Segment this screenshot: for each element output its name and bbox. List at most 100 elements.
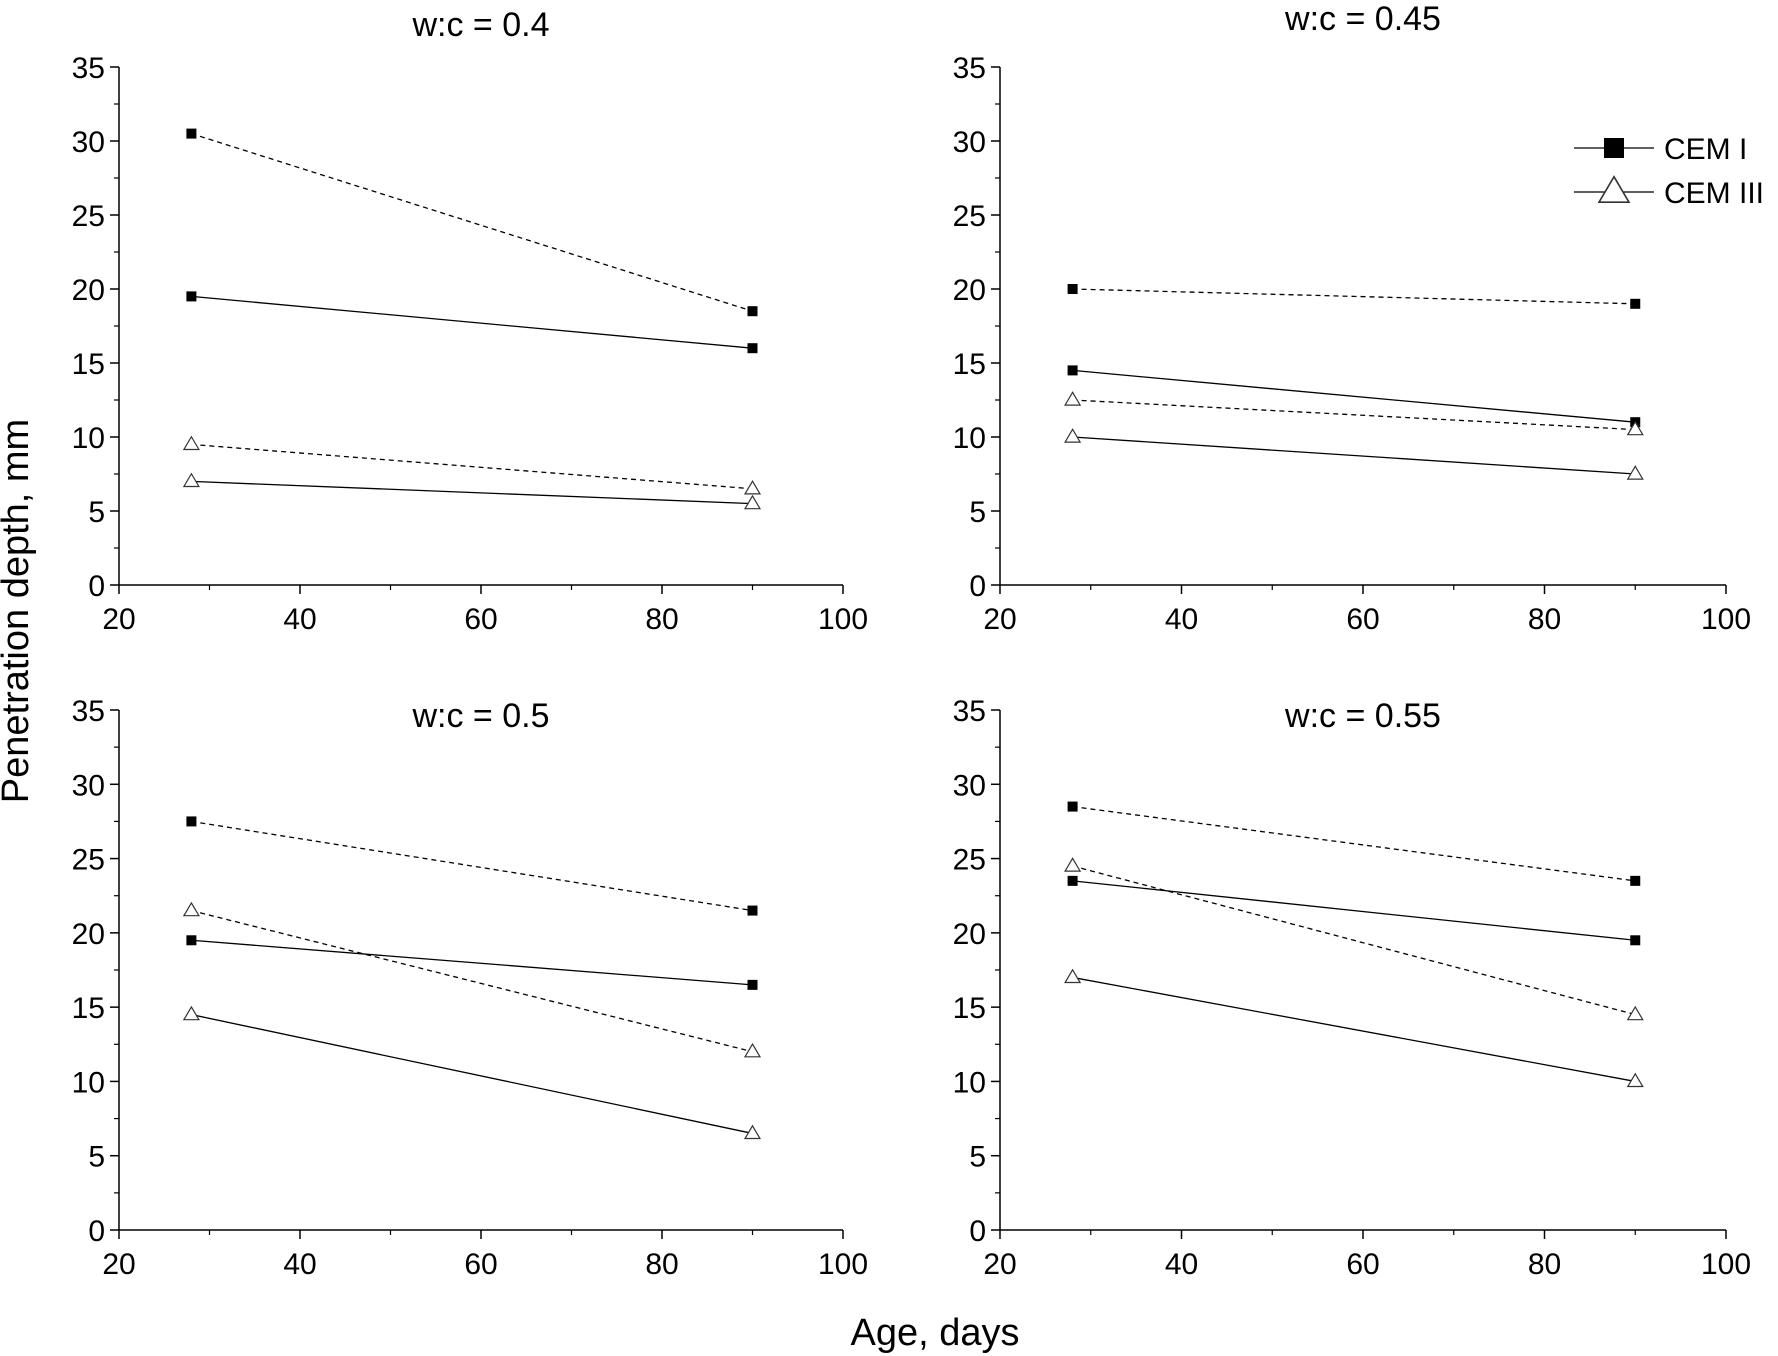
series-line bbox=[1072, 805, 1636, 882]
series-line bbox=[1072, 288, 1636, 305]
square-marker bbox=[1067, 875, 1078, 886]
panel-1: 0 5 10 15 20 25 30 35 20 40 60 80 100 w:c = 0.4 bbox=[72, 6, 868, 636]
y-tick-label: 25 bbox=[72, 200, 105, 233]
y-tick-label: 15 bbox=[953, 348, 986, 381]
y-tick-label: 15 bbox=[953, 992, 986, 1025]
y-tick-label: 35 bbox=[72, 695, 105, 728]
y-tick-label: 30 bbox=[953, 769, 986, 802]
y-tick-label: 25 bbox=[953, 844, 986, 877]
series-line bbox=[191, 909, 753, 1053]
series-line bbox=[1072, 399, 1636, 431]
square-marker bbox=[186, 128, 197, 139]
series-line bbox=[191, 295, 753, 349]
square-marker bbox=[186, 935, 197, 946]
legend-item-cem-iii: CEM III bbox=[1574, 175, 1764, 210]
legend: CEM I CEM III bbox=[1574, 133, 1764, 210]
y-tick-label: 20 bbox=[72, 274, 105, 307]
series-line bbox=[1072, 369, 1636, 423]
square-marker bbox=[1630, 935, 1641, 946]
triangle-marker bbox=[743, 1124, 762, 1140]
square-marker bbox=[186, 816, 197, 827]
x-tick-label: 100 bbox=[1701, 1248, 1751, 1281]
x-tick-label: 100 bbox=[818, 1248, 868, 1281]
y-tick-label: 15 bbox=[72, 992, 105, 1025]
x-tick-label: 80 bbox=[645, 603, 678, 636]
panel-title: w:c = 0.5 bbox=[411, 697, 549, 735]
x-tick-label: 60 bbox=[1346, 1248, 1379, 1281]
panel-title: w:c = 0.45 bbox=[1284, 0, 1441, 38]
square-marker bbox=[186, 291, 197, 302]
x-tick-label: 20 bbox=[983, 1248, 1016, 1281]
x-tick-label: 20 bbox=[983, 603, 1016, 636]
series-cem-iii-dashed bbox=[1064, 391, 1644, 436]
y-tick-label: 5 bbox=[88, 496, 105, 529]
x-tick-label: 100 bbox=[1701, 603, 1751, 636]
series-cem-i-dashed bbox=[186, 816, 758, 916]
series-line bbox=[191, 480, 753, 505]
square-marker bbox=[1067, 801, 1078, 812]
legend-item-cem-i: CEM I bbox=[1574, 133, 1747, 166]
y-tick-label: 30 bbox=[72, 769, 105, 802]
series-cem-iii-solid bbox=[1064, 968, 1644, 1088]
y-tick-label: 15 bbox=[72, 348, 105, 381]
series-cem-iii-dashed bbox=[182, 435, 762, 495]
x-tick-label: 80 bbox=[1528, 1248, 1561, 1281]
triangle-marker bbox=[1626, 1072, 1644, 1088]
y-tick-label: 35 bbox=[72, 52, 105, 85]
series-cem-i-solid bbox=[186, 291, 758, 354]
triangle-marker bbox=[1064, 968, 1082, 984]
series-cem-i-solid bbox=[1067, 875, 1641, 946]
triangle-marker bbox=[1064, 391, 1082, 406]
legend-label: CEM I bbox=[1664, 133, 1747, 166]
series-line bbox=[1072, 865, 1636, 1016]
y-tick-label: 35 bbox=[953, 52, 986, 85]
square-marker bbox=[747, 905, 758, 916]
panel-3: 0 5 10 15 20 25 30 35 20 40 60 80 100 w:c = 0.5 bbox=[72, 695, 868, 1281]
y-tick-label: 20 bbox=[953, 274, 986, 307]
series-cem-iii-solid bbox=[182, 1005, 762, 1140]
triangle-marker bbox=[182, 901, 200, 917]
y-tick-label: 25 bbox=[72, 844, 105, 877]
x-axis-label: Age, days bbox=[851, 1312, 1020, 1354]
triangle-marker bbox=[743, 479, 762, 495]
x-tick-label: 20 bbox=[102, 603, 135, 636]
y-tick-label: 5 bbox=[88, 1141, 105, 1174]
series-cem-iii-solid bbox=[1064, 428, 1644, 480]
square-marker bbox=[1630, 875, 1641, 886]
triangle-marker bbox=[182, 472, 200, 488]
y-tick-label: 30 bbox=[953, 126, 986, 159]
y-tick-label: 10 bbox=[953, 422, 986, 455]
series-line bbox=[1072, 880, 1636, 941]
x-tick-label: 80 bbox=[1528, 603, 1561, 636]
y-tick-label: 0 bbox=[88, 570, 105, 603]
y-tick-label: 20 bbox=[72, 918, 105, 951]
square-marker bbox=[747, 343, 758, 354]
x-tick-label: 40 bbox=[283, 1248, 316, 1281]
triangle-marker bbox=[1064, 857, 1082, 872]
square-marker bbox=[747, 306, 758, 317]
panel-title: w:c = 0.4 bbox=[411, 6, 549, 44]
x-tick-label: 60 bbox=[464, 603, 497, 636]
y-tick-label: 10 bbox=[72, 422, 105, 455]
panel-2: 0 5 10 15 20 25 30 35 20 40 60 80 100 w:c = 0.45 bbox=[953, 0, 1751, 636]
y-tick-label: 30 bbox=[72, 126, 105, 159]
y-tick-label: 10 bbox=[953, 1066, 986, 1099]
series-line bbox=[191, 939, 753, 986]
series-line bbox=[1072, 976, 1636, 1083]
series-cem-iii-dashed bbox=[1064, 857, 1644, 1021]
series-line bbox=[191, 132, 753, 312]
x-tick-label: 100 bbox=[818, 603, 868, 636]
series-line bbox=[191, 443, 753, 490]
y-tick-label: 0 bbox=[88, 1215, 105, 1248]
series-line bbox=[191, 1013, 753, 1135]
x-tick-label: 60 bbox=[1346, 603, 1379, 636]
y-tick-label: 0 bbox=[969, 1215, 986, 1248]
x-tick-label: 80 bbox=[645, 1248, 678, 1281]
y-tick-label: 5 bbox=[969, 496, 986, 529]
series-cem-i-dashed bbox=[1067, 284, 1641, 309]
panel-4: 0 5 10 15 20 25 30 35 20 40 60 80 100 w:c = 0.55 bbox=[953, 695, 1751, 1281]
x-tick-label: 40 bbox=[1165, 1248, 1198, 1281]
y-tick-label: 0 bbox=[969, 570, 986, 603]
